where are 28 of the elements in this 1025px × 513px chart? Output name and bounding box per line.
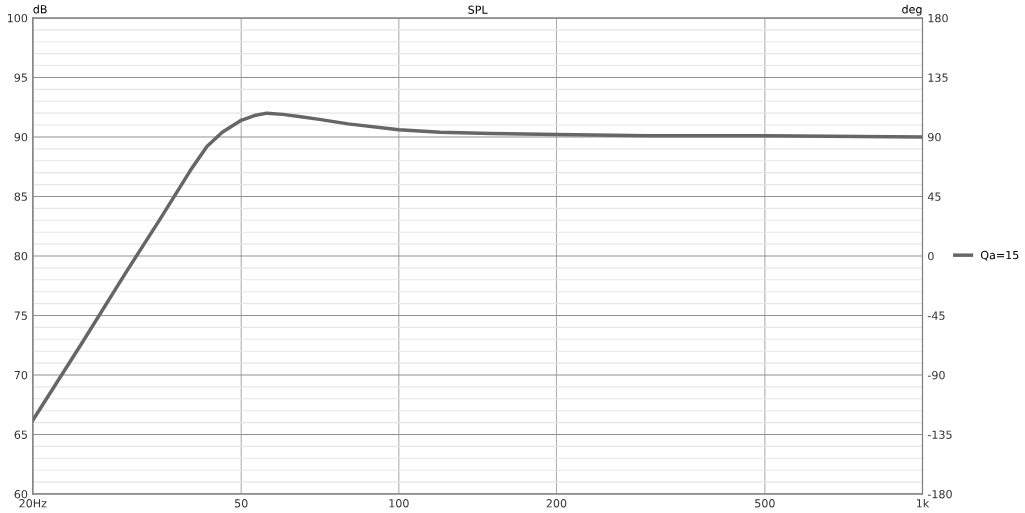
y2-tick-label: 45	[927, 192, 941, 201]
y-tick-label: 85	[14, 192, 27, 201]
chart-title: SPL	[468, 5, 488, 14]
y2-tick-label: -135	[927, 430, 952, 439]
y-tick-label: 70	[14, 370, 28, 380]
y2-tick-label: -45	[927, 311, 945, 320]
y2-tick-label: 0	[928, 251, 934, 261]
x-tick-label: 1k	[916, 498, 930, 508]
y2-tick-label: 180	[928, 13, 948, 23]
y-tick-label: 65	[14, 430, 27, 439]
y-tick-label: 95	[14, 73, 27, 82]
x-tick-label: 500	[755, 499, 775, 508]
y-tick-label: 90	[14, 132, 28, 142]
y-axis-title: dB	[33, 4, 47, 14]
x-tick-label: 200	[546, 499, 567, 508]
x-tick-label: 50	[234, 499, 248, 508]
y-tick-label: 75	[14, 311, 27, 320]
x-tick-label: 20Hz	[19, 499, 47, 508]
y2-axis-title: deg	[902, 4, 922, 16]
y2-tick-label: -180	[927, 489, 952, 499]
y-tick-label: 100	[7, 13, 28, 23]
legend-label: Qa=15	[980, 250, 1019, 261]
y2-tick-label: 90	[928, 132, 941, 142]
y2-tick-label: 135	[928, 73, 948, 82]
x-tick-label: 100	[389, 499, 409, 508]
y-tick-label: 60	[14, 489, 28, 499]
y2-tick-label: -90	[927, 370, 945, 380]
y-tick-label: 80	[14, 251, 28, 261]
